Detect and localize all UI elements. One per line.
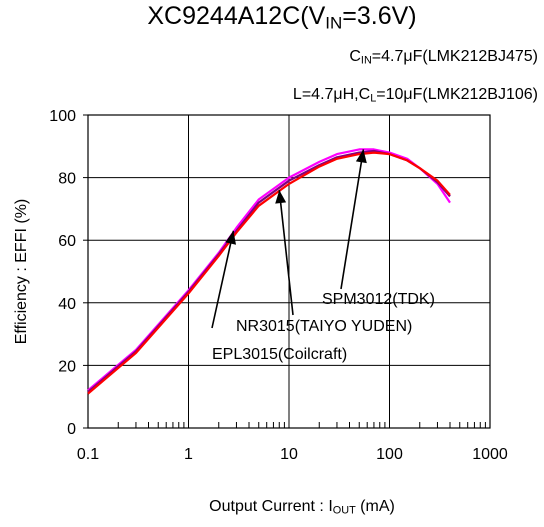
x-tick-label: 0.1 xyxy=(77,446,99,463)
x-axis-title: Output Current : IOUT (mA) xyxy=(209,498,395,517)
y-tick-label: 0 xyxy=(67,421,76,438)
x-tick-label: 1000 xyxy=(472,446,508,463)
annotation-arrowhead xyxy=(275,190,287,204)
annotation-arrowhead xyxy=(225,230,236,245)
annotation-label: SPM3012(TDK) xyxy=(322,291,435,308)
tick-labels: 0.1 1 10 100 1000 0 20 40 60 80 100 Efficiency : EF… xyxy=(13,108,508,463)
axis-ticks xyxy=(83,114,486,429)
inductor-load-cap-note: L=4.7μH,CL=10μF(LMK212BJ106) xyxy=(292,86,538,105)
x-tick-label: 1 xyxy=(184,446,193,463)
y-tick-label: 40 xyxy=(58,296,76,313)
plot-border xyxy=(87,114,491,429)
x-tick-label: 100 xyxy=(376,446,403,463)
annotations: SPM3012(TDK) NR3015(TAIYO YUDEN) EPL3015(C… xyxy=(211,149,435,363)
annotation-label: NR3015(TAIYO YUDEN) xyxy=(236,318,412,335)
y-tick-label: 100 xyxy=(49,108,76,125)
plot-frame xyxy=(87,114,491,429)
annotation-arrow xyxy=(340,149,365,290)
annotation-label: EPL3015(Coilcraft) xyxy=(212,346,347,363)
y-tick-label: 80 xyxy=(58,171,76,188)
annotation-arrow xyxy=(211,230,235,329)
y-axis-title: Efficiency : EFFI (%) xyxy=(13,199,30,345)
x-tick-label: 10 xyxy=(280,446,298,463)
annotation-arrowhead xyxy=(355,149,367,164)
chart-title: XC9244A12C(VIN=3.6V) xyxy=(147,2,417,33)
y-tick-label: 20 xyxy=(58,358,76,375)
series-line xyxy=(87,151,451,395)
annotation-arrow xyxy=(278,190,294,316)
input-capacitor-note: CIN=4.7μF(LMK212BJ475) xyxy=(349,48,538,67)
series-lines xyxy=(87,148,451,395)
y-tick-label: 60 xyxy=(58,233,76,250)
